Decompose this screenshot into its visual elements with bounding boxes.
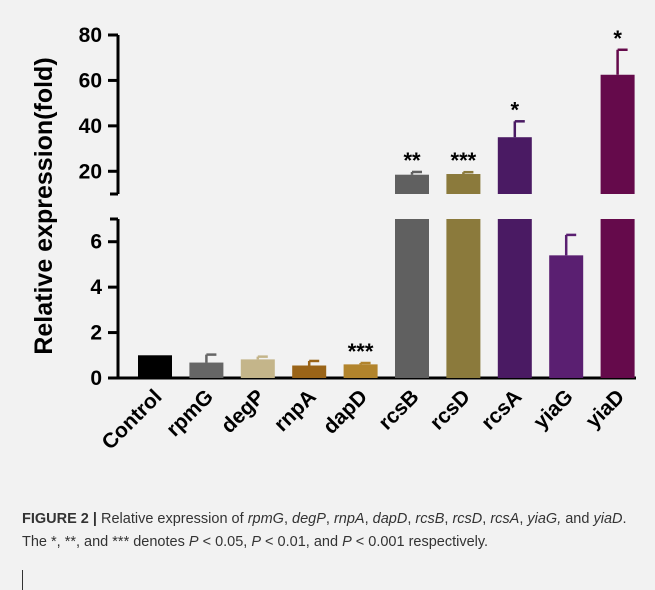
caption-text-run: . The *, **, and *** denotes [22, 511, 627, 550]
bar-chart: 0 2 4 6 20 40 60 80 Relative expression(fold) Con… [30, 24, 636, 454]
caption-label: FIGURE 2 | [22, 511, 97, 527]
bar-lower-segment [600, 219, 635, 378]
caption-italic-term: yiaD [593, 511, 623, 527]
y-tick-label: 6 [90, 231, 102, 254]
bar-lower-segment [395, 219, 429, 378]
y-tick-label: 60 [79, 69, 102, 92]
caption-italic-term: rcsD [452, 511, 483, 527]
caption-text-run: , [283, 511, 292, 527]
bar-lower-segment [446, 219, 481, 378]
bar [292, 365, 327, 378]
x-tick-label: Control [97, 385, 166, 454]
x-tick-label: rnpA [270, 385, 321, 436]
y-tick-label: 80 [79, 24, 102, 47]
bar [138, 355, 172, 378]
significance-label: * [511, 97, 520, 122]
caption-italic-term: P [188, 534, 199, 550]
caption-italic-term: P [342, 534, 352, 550]
bar-upper-segment [497, 137, 532, 194]
caption-text: Relative expression of rpmG, degP, rnpA,… [22, 511, 627, 550]
x-tick-label: yiaD [582, 385, 630, 433]
caption-italic-term: dapD [372, 511, 408, 527]
x-tick-label: degP [217, 385, 270, 438]
bar [549, 255, 584, 378]
y-tick-label: 40 [79, 115, 102, 138]
y-tick-label: 2 [90, 322, 102, 345]
significance-label: ** [403, 148, 421, 173]
bar-upper-segment [600, 74, 635, 194]
caption-text-run: Relative expression of [96, 511, 248, 527]
y-tick-label: 20 [79, 160, 102, 183]
caption-text-run: < 0.01, and [261, 534, 343, 550]
bar [240, 359, 275, 378]
caption-italic-term: rcsB [415, 511, 445, 527]
caption-text-run: , [444, 511, 453, 527]
y-tick-label: 4 [90, 276, 102, 299]
x-tick-label: dapD [319, 385, 372, 438]
caption-text-run: , [407, 511, 416, 527]
y-tick-label: 0 [90, 367, 102, 390]
figure-caption: FIGURE 2 | Relative expression of rpmG, … [22, 508, 637, 554]
caption-italic-term: rpmG [247, 511, 284, 527]
x-tick-label: yiaG [529, 385, 577, 433]
caption-italic-term: degP [292, 511, 326, 527]
significance-label: * [613, 26, 622, 51]
caption-italic-term: rcsA [490, 511, 520, 527]
significance-label: *** [451, 148, 477, 173]
bar-upper-segment [446, 174, 481, 194]
caption-text-run: < 0.001 respectively. [351, 534, 489, 550]
bar [343, 364, 378, 378]
x-tick-label: rcsA [477, 385, 526, 434]
caption-text-run: , [519, 511, 528, 527]
caption-italic-term: yiaG, [527, 511, 562, 527]
x-tick-label: rcsD [426, 385, 475, 434]
y-axis-label: Relative expression(fold) [30, 57, 58, 354]
bar [189, 362, 224, 378]
caption-italic-term: P [251, 534, 262, 550]
caption-rule [22, 570, 23, 590]
x-tick-label: rcsB [374, 385, 423, 434]
caption-text-run: , [325, 511, 334, 527]
caption-italic-term: rnpA [333, 511, 365, 527]
caption-text-run: , [364, 511, 373, 527]
bar-upper-segment [395, 174, 429, 194]
caption-text-run: , [482, 511, 491, 527]
caption-text-run: and [561, 511, 594, 527]
x-tick-label: rpmG [162, 385, 218, 441]
significance-label: *** [348, 339, 374, 364]
caption-text-run: < 0.05, [198, 534, 252, 550]
bar-lower-segment [497, 219, 532, 378]
